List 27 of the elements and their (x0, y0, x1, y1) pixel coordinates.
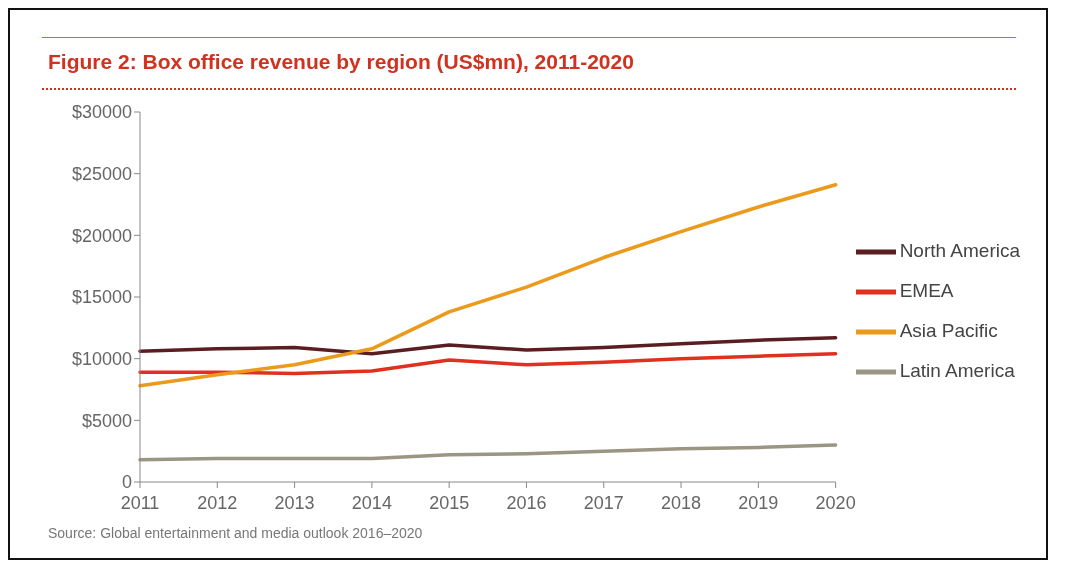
line-series (138, 443, 838, 462)
y-tick-label: $30000 (71, 102, 132, 123)
x-tick-label: 2017 (583, 492, 624, 513)
x-tick-label: 2014 (351, 492, 392, 513)
y-tick-label: 0 (121, 472, 132, 493)
legend-label: EMEA (899, 280, 954, 302)
y-tick-label: $5000 (81, 410, 132, 431)
x-tick-label: 2016 (506, 492, 547, 513)
line-series (138, 351, 838, 376)
y-tick-label: $15000 (71, 287, 132, 308)
y-tick-label: $20000 (71, 225, 132, 246)
source-note: Source: Global entertainment and media outlook 2016–2020 (48, 525, 423, 541)
chart-title: Figure 2: Box office revenue by region (US$mn), 2011-2020 (48, 50, 634, 74)
legend-label: North America (899, 240, 1020, 262)
line-series (138, 335, 838, 356)
x-tick-label: 2013 (274, 492, 315, 513)
y-tick-label: $10000 (71, 349, 132, 370)
x-tick-label: 2018 (661, 492, 702, 513)
y-tick-label: $25000 (71, 164, 132, 185)
legend-label: Asia Pacific (899, 320, 998, 342)
x-tick-label: 2011 (120, 492, 160, 513)
x-tick-label: 2019 (738, 492, 779, 513)
legend-label: Latin America (899, 360, 1015, 382)
x-tick-label: 2020 (815, 492, 856, 513)
line-series (138, 183, 838, 388)
x-tick-label: 2012 (197, 492, 238, 513)
x-tick-label: 2015 (429, 492, 470, 513)
